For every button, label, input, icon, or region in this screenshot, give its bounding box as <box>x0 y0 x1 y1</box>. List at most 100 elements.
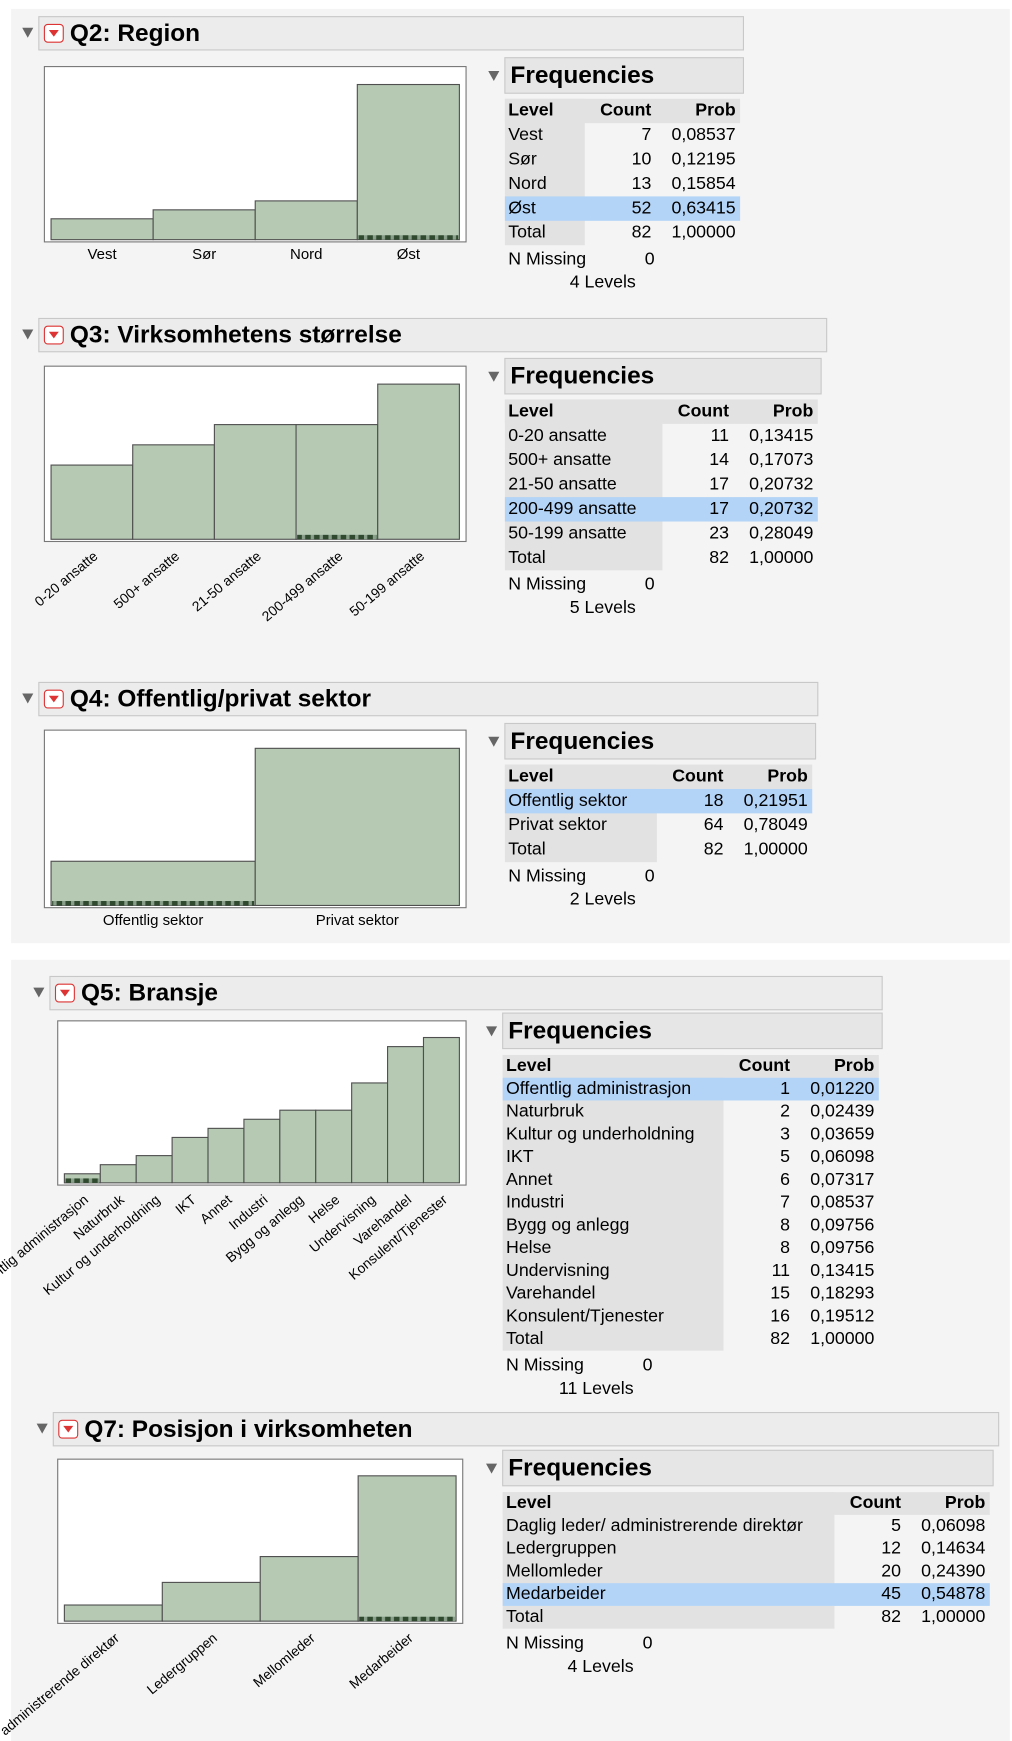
row-selection <box>504 497 818 522</box>
total-prob: 1,00000 <box>921 1606 985 1626</box>
bar-selection <box>52 901 255 906</box>
level-cell: Mellomleder <box>506 1560 603 1580</box>
frequencies-title: Frequencies <box>510 62 654 89</box>
level-cell: Øst <box>508 197 536 217</box>
count-cell: 10 <box>632 148 652 168</box>
count-cell: 7 <box>641 124 651 144</box>
frequencies-header <box>502 1012 883 1050</box>
disclosure-triangle <box>22 693 34 704</box>
total-prob: 1,00000 <box>810 1328 874 1348</box>
count-cell: 7 <box>780 1192 790 1212</box>
column-header: Prob <box>945 1492 986 1512</box>
prob-cell: 0,03659 <box>810 1123 874 1143</box>
prob-cell: 0,14634 <box>921 1538 985 1558</box>
bar <box>254 200 358 241</box>
n-missing-label: N Missing <box>508 865 586 885</box>
levels-count: 2 Levels <box>570 889 636 909</box>
level-cell: Daglig leder/ administrerende direktør <box>506 1515 803 1535</box>
disclosure-triangle <box>486 1026 498 1037</box>
row-selection <box>502 1077 879 1101</box>
prob-cell: 0,01220 <box>810 1078 874 1098</box>
total-count: 82 <box>704 839 724 859</box>
bar <box>50 860 256 907</box>
level-cell: 0-20 ansatte <box>508 425 607 445</box>
count-cell: 2 <box>780 1101 790 1121</box>
count-cell: 11 <box>772 1260 790 1280</box>
level-cell: Sør <box>508 148 537 168</box>
bar <box>132 444 215 540</box>
disclosure-triangle <box>33 987 45 998</box>
frequencies-title: Frequencies <box>508 1017 652 1044</box>
frequencies-title: Frequencies <box>508 1455 652 1482</box>
header-row-bg <box>504 98 741 124</box>
section-header <box>49 975 883 1011</box>
bar <box>50 464 134 540</box>
header-row-bg <box>502 1492 990 1515</box>
count-cell: 23 <box>709 522 729 542</box>
count-cell: 8 <box>780 1214 790 1234</box>
section-header <box>38 681 819 717</box>
count-cell: 8 <box>780 1237 790 1257</box>
header-row-bg <box>504 764 813 789</box>
total-label: Total <box>508 222 546 242</box>
section-title: Q3: Virksomhetens størrelse <box>70 322 402 349</box>
level-cell: Nord <box>508 173 546 193</box>
header-row-bg <box>502 1054 879 1078</box>
bar-label: Nord <box>290 246 322 263</box>
count-cell: 6 <box>780 1169 790 1189</box>
bar-selection <box>297 534 377 540</box>
column-header: Level <box>508 400 553 420</box>
prob-cell: 0,07317 <box>810 1169 874 1189</box>
column-header: Count <box>850 1492 901 1512</box>
total-count: 82 <box>632 222 652 242</box>
bar <box>63 1604 163 1622</box>
n-missing-value: 0 <box>645 573 655 593</box>
bar-label: Privat sektor <box>316 912 399 929</box>
level-cell: Bygg og anlegg <box>506 1214 629 1234</box>
menu-icon-arrow <box>59 989 70 997</box>
frequencies-header <box>502 1449 994 1487</box>
count-cell: 16 <box>770 1305 790 1325</box>
disclosure-triangle <box>488 371 500 382</box>
n-missing-label: N Missing <box>508 248 586 268</box>
prob-cell: 0,19512 <box>810 1305 874 1325</box>
total-label: Total <box>506 1606 544 1626</box>
total-count: 82 <box>709 547 729 567</box>
count-cell: 14 <box>709 449 729 469</box>
n-missing-value: 0 <box>643 1355 653 1375</box>
column-header: Prob <box>773 400 814 420</box>
level-cell: Varehandel <box>506 1283 595 1303</box>
level-cell: Offentlig sektor <box>508 790 627 810</box>
count-cell: 5 <box>891 1515 901 1535</box>
prob-cell: 0,54878 <box>921 1583 985 1603</box>
level-column-bg <box>504 399 663 571</box>
bar <box>213 424 297 540</box>
row-selection <box>502 1583 990 1606</box>
prob-cell: 0,12195 <box>672 148 736 168</box>
level-cell: Konsulent/Tjenester <box>506 1305 664 1325</box>
bar <box>422 1036 460 1184</box>
level-cell: 21-50 ansatte <box>508 474 617 494</box>
bar <box>254 747 460 907</box>
disclosure-triangle <box>22 329 34 340</box>
n-missing-value: 0 <box>645 248 655 268</box>
count-cell: 13 <box>632 173 652 193</box>
levels-count: 11 Levels <box>559 1378 634 1398</box>
total-prob: 1,00000 <box>744 839 808 859</box>
column-header: Count <box>672 765 723 785</box>
disclosure-triangle <box>36 1423 48 1434</box>
frequencies-title: Frequencies <box>510 728 654 755</box>
row-selection <box>504 196 741 221</box>
disclosure-triangle <box>22 27 34 38</box>
section-title: Q7: Posisjon i virksomheten <box>84 1416 412 1443</box>
prob-cell: 0,20732 <box>749 474 813 494</box>
bar-selection <box>358 235 459 240</box>
section-title: Q4: Offentlig/privat sektor <box>70 686 372 713</box>
frequencies-header <box>504 722 817 760</box>
column-header: Prob <box>767 765 808 785</box>
total-label: Total <box>506 1328 544 1348</box>
level-cell: Naturbruk <box>506 1101 584 1121</box>
level-cell: Annet <box>506 1169 552 1189</box>
total-prob: 1,00000 <box>749 547 813 567</box>
